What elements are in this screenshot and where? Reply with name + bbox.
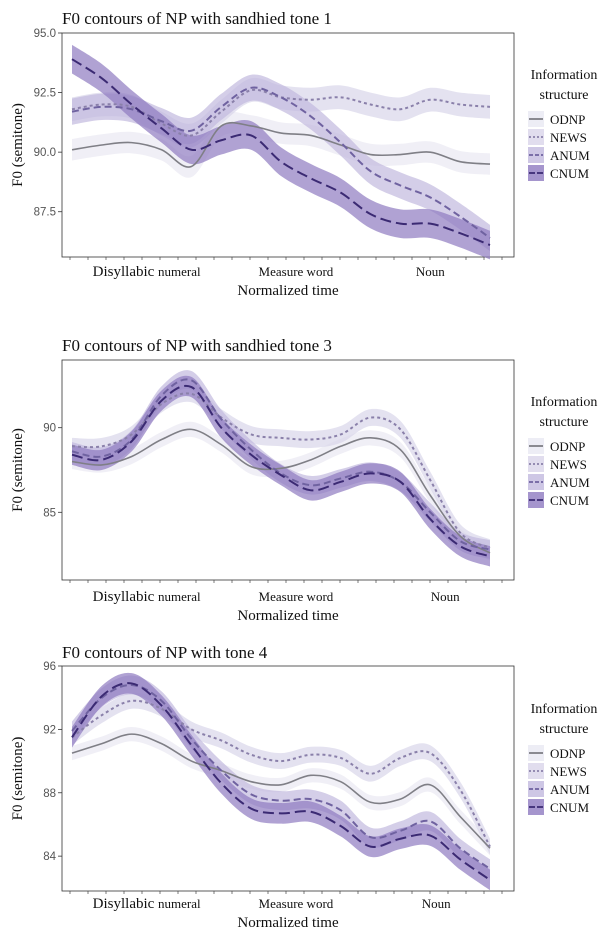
- ci-band-cnum: [72, 375, 490, 567]
- x-category-label-part: Disyllabic: [93, 589, 158, 605]
- legend-label: NEWS: [550, 130, 587, 145]
- x-category-label: Measure word: [259, 264, 334, 279]
- legend-key-band: [528, 456, 544, 472]
- y-tick-label: 85: [43, 507, 56, 519]
- chart-title: F0 contours of NP with sandhied tone 1: [62, 9, 332, 28]
- legend-title: Information: [531, 68, 598, 83]
- legend-label: ANUM: [550, 148, 590, 163]
- series-line-odnp: [71, 733, 491, 849]
- legend-label: ODNP: [550, 746, 585, 761]
- legend-key-band: [528, 492, 544, 508]
- x-axis-title: Normalized time: [237, 608, 339, 624]
- plot-area-border: [61, 665, 515, 892]
- legend-label: NEWS: [550, 764, 587, 779]
- plot-area-border: [61, 359, 515, 581]
- x-category-label: Disyllabic numeral: [93, 896, 201, 912]
- chart-panel-3: F0 contours of NP with tone 4 84 88 92 96 Dis…: [10, 643, 597, 931]
- legend-label: CNUM: [550, 800, 589, 815]
- legend-label: NEWS: [550, 457, 587, 472]
- legend-label: CNUM: [550, 166, 589, 181]
- series-line-anum: [71, 684, 491, 870]
- legend: Information structure ODNP NEWS ANUM CNUM: [528, 68, 597, 181]
- legend-key-band: [528, 165, 544, 181]
- x-category-label: Disyllabic numeral: [93, 264, 201, 280]
- y-axis-title: F0 (semitone): [10, 737, 26, 821]
- legend-label: ANUM: [550, 475, 590, 490]
- y-tick-label: 96: [43, 661, 56, 673]
- legend-title: structure: [540, 722, 589, 737]
- legend-label: CNUM: [550, 493, 589, 508]
- series-line-cnum: [71, 682, 491, 881]
- y-tick-label: 88: [43, 788, 56, 800]
- legend-key-band: [528, 799, 544, 815]
- x-category-label-part: numeral: [158, 589, 201, 604]
- y-tick-label: 84: [43, 851, 56, 863]
- y-tick-label: 92.5: [34, 88, 56, 100]
- y-axis-title: F0 (semitone): [10, 103, 26, 187]
- ci-band-news: [72, 692, 490, 855]
- legend: Information structure ODNP NEWS ANUM CNUM: [528, 395, 597, 508]
- legend-label: ODNP: [550, 439, 585, 454]
- x-category-label: Noun: [422, 896, 451, 911]
- x-category-label-part: numeral: [158, 896, 201, 911]
- chart-title: F0 contours of NP with sandhied tone 3: [62, 336, 332, 355]
- series-line-odnp: [71, 121, 491, 168]
- chart-panel-2: F0 contours of NP with sandhied tone 3 85…: [10, 336, 597, 624]
- x-category-label-part: Disyllabic: [93, 896, 158, 912]
- ci-band-odnp: [72, 727, 490, 856]
- y-tick-label: 90: [43, 423, 56, 435]
- y-tick-label: 90.0: [34, 147, 56, 159]
- x-axis-title: Normalized time: [237, 283, 339, 299]
- x-category-label: Measure word: [259, 589, 334, 604]
- y-tick-label: 92: [43, 724, 56, 736]
- legend-key-band: [528, 763, 544, 779]
- legend-title: Information: [531, 395, 598, 410]
- legend: Information structure ODNP NEWS ANUM CNUM: [528, 702, 597, 815]
- legend-title: structure: [540, 88, 589, 103]
- y-axis-title: F0 (semitone): [10, 428, 26, 512]
- ci-band-cnum: [72, 44, 490, 260]
- x-category-label: Disyllabic numeral: [93, 589, 201, 605]
- series-line-news: [71, 88, 491, 137]
- series-line-cnum: [71, 58, 491, 247]
- series-line-news: [71, 699, 491, 848]
- series-line-cnum: [71, 384, 491, 558]
- plot-area-border: [61, 32, 515, 258]
- x-category-label: Noun: [416, 264, 445, 279]
- x-axis-title: Normalized time: [237, 915, 339, 931]
- x-category-label-part: Disyllabic: [93, 264, 158, 280]
- x-category-label: Noun: [431, 589, 460, 604]
- legend-title: Information: [531, 702, 598, 717]
- y-tick-label: 87.5: [34, 207, 56, 219]
- series-line-odnp: [71, 428, 491, 554]
- ci-band-anum: [72, 74, 490, 252]
- x-category-label-part: numeral: [158, 264, 201, 279]
- legend-label: ODNP: [550, 112, 585, 127]
- legend-key-band: [528, 129, 544, 145]
- legend-title: structure: [540, 415, 589, 430]
- y-tick-label: 95.0: [34, 28, 56, 40]
- x-category-label: Measure word: [259, 896, 334, 911]
- chart-title: F0 contours of NP with tone 4: [62, 643, 268, 662]
- ci-band-anum: [72, 370, 490, 559]
- series-line-anum: [71, 378, 491, 551]
- chart-panel-1: F0 contours of NP with sandhied tone 1 87…: [10, 9, 597, 299]
- legend-label: ANUM: [550, 782, 590, 797]
